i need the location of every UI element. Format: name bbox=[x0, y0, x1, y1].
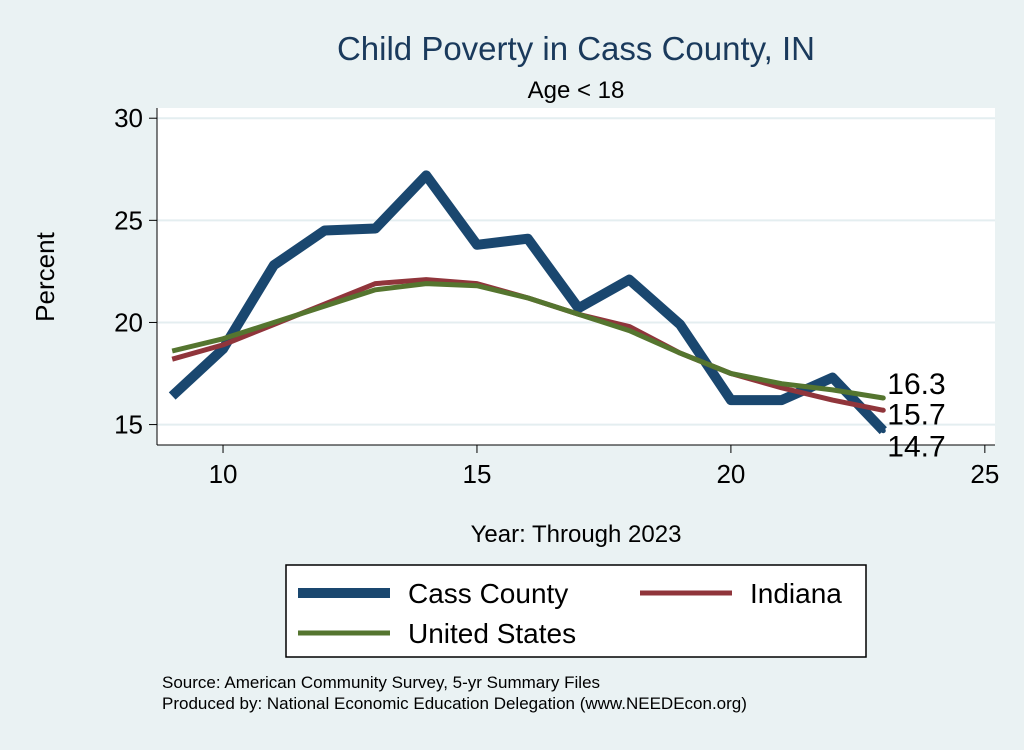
series-lines bbox=[168, 170, 887, 435]
x-ticks: 10 15 20 25 bbox=[209, 445, 999, 489]
end-label-united-states: 16.3 bbox=[887, 368, 945, 401]
legend: Cass County Indiana United States bbox=[285, 564, 867, 658]
end-label-cass-county: 14.7 bbox=[887, 431, 945, 464]
x-axis-label: Year: Through 2023 bbox=[471, 521, 682, 548]
legend-label-cass-county: Cass County bbox=[408, 578, 568, 609]
chart-subtitle: Age < 18 bbox=[528, 77, 625, 104]
x-tick-label-25: 25 bbox=[970, 459, 999, 489]
end-marker-indiana bbox=[880, 407, 886, 413]
y-axis-label: Percent bbox=[30, 231, 60, 321]
x-tick-label-10: 10 bbox=[209, 459, 238, 489]
end-marker-united-states bbox=[880, 395, 886, 401]
end-marker-cass-county bbox=[880, 428, 886, 434]
source-note: Source: American Community Survey, 5-yr … bbox=[162, 673, 600, 692]
legend-label-indiana: Indiana bbox=[750, 578, 842, 609]
y-tick-label-20: 20 bbox=[114, 307, 143, 337]
gridlines bbox=[157, 117, 995, 426]
x-tick-label-20: 20 bbox=[716, 459, 745, 489]
series-line-cass-county bbox=[168, 170, 887, 435]
y-tick-label-30: 30 bbox=[114, 103, 143, 133]
legend-label-united-states: United States bbox=[408, 618, 576, 649]
plot-background bbox=[157, 108, 995, 445]
legend-box bbox=[285, 564, 867, 658]
x-tick-label-15: 15 bbox=[463, 459, 492, 489]
y-tick-label-15: 15 bbox=[114, 410, 143, 440]
series-line-united-states bbox=[171, 281, 884, 401]
end-labels: 14.715.716.3 bbox=[880, 368, 946, 464]
producer-note: Produced by: National Economic Education… bbox=[162, 694, 747, 713]
chart-title: Child Poverty in Cass County, IN bbox=[337, 30, 815, 67]
end-label-indiana: 15.7 bbox=[887, 398, 945, 431]
y-tick-label-25: 25 bbox=[114, 205, 143, 235]
y-ticks: 15 20 25 30 bbox=[114, 103, 157, 440]
